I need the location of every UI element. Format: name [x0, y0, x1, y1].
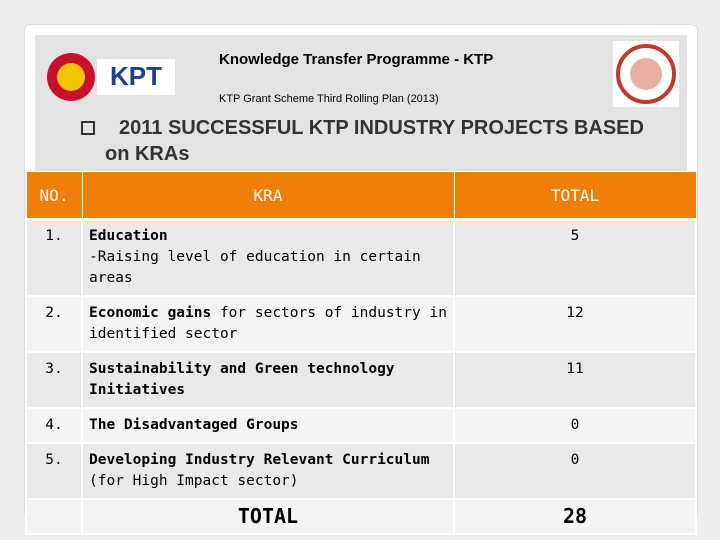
header: KPT Knowledge Transfer Programme - KTP K…: [35, 35, 687, 171]
logo-box: [97, 59, 175, 95]
row-number: 5.: [25, 442, 83, 500]
kra-text: -Raising level of education in certain a…: [89, 249, 421, 286]
logo-emblem-inner: [57, 63, 85, 91]
column-header: TOTAL: [453, 171, 697, 220]
empty-cell: [25, 498, 83, 535]
row: 4. The Disadvantaged Groups 0: [25, 407, 697, 444]
logo-right: [613, 41, 679, 107]
row-total: 5: [453, 218, 697, 297]
row-total: 12: [453, 295, 697, 353]
row-number: 1.: [25, 218, 83, 297]
kra-text: for sectors of industry in identified se…: [89, 305, 447, 342]
kra-text: Developing Industry Relevant Curriculum: [89, 452, 430, 468]
grand-total: 28: [453, 498, 697, 535]
row: 1. Education -Raising level of education i…: [25, 218, 697, 297]
logo-left: KPT: [47, 53, 175, 101]
row-total: 11: [453, 351, 697, 409]
column-header: NO.: [25, 171, 83, 220]
title: Knowledge Transfer Programme - KTP: [219, 51, 494, 68]
heading: 2011 SUCCESSFUL KTP INDUSTRY PROJECTS BA…: [105, 117, 644, 165]
row-number: 4.: [25, 407, 83, 444]
logo-center: [630, 58, 662, 90]
kra-table: NO. KRA TOTAL 1. Education -Raising level …: [25, 171, 697, 535]
row: 2. Economic gains for sectors of industry…: [25, 295, 697, 353]
kra-text: The Disadvantaged Groups: [89, 417, 299, 433]
row: 5. Developing Industry Relevant Curriculu…: [25, 442, 697, 500]
row: 3. Sustainability and Green technology In…: [25, 351, 697, 409]
header-row: NO. KRA TOTAL: [25, 171, 697, 220]
row-number: 2.: [25, 295, 83, 353]
bullet: [81, 121, 95, 135]
logo-text: KPT: [110, 61, 162, 91]
row-total: 0: [453, 442, 697, 500]
kra-cell: The Disadvantaged Groups: [81, 407, 455, 444]
logo-ring: [616, 44, 676, 104]
total-label: TOTAL: [81, 498, 455, 535]
row-total: 0: [453, 407, 697, 444]
subtitle: KTP Grant Scheme Third Rolling Plan (201…: [219, 93, 439, 105]
kra-text: Economic gains: [89, 305, 212, 321]
kra-text: (for High Impact sector): [89, 473, 299, 489]
kra-cell: Education -Raising level of education in …: [81, 218, 455, 297]
kra-text: Sustainability and Green technology Init…: [89, 361, 395, 398]
kra-cell: Economic gains for sectors of industry i…: [81, 295, 455, 353]
kra-cell: Sustainability and Green technology Init…: [81, 351, 455, 409]
kra-cell: Developing Industry Relevant Curriculum …: [81, 442, 455, 500]
kra-text: Education: [89, 228, 168, 244]
column-header: KRA: [81, 171, 455, 220]
total-row: TOTAL 28: [25, 498, 697, 535]
slide: KPT Knowledge Transfer Programme - KTP K…: [24, 24, 698, 535]
row-number: 3.: [25, 351, 83, 409]
